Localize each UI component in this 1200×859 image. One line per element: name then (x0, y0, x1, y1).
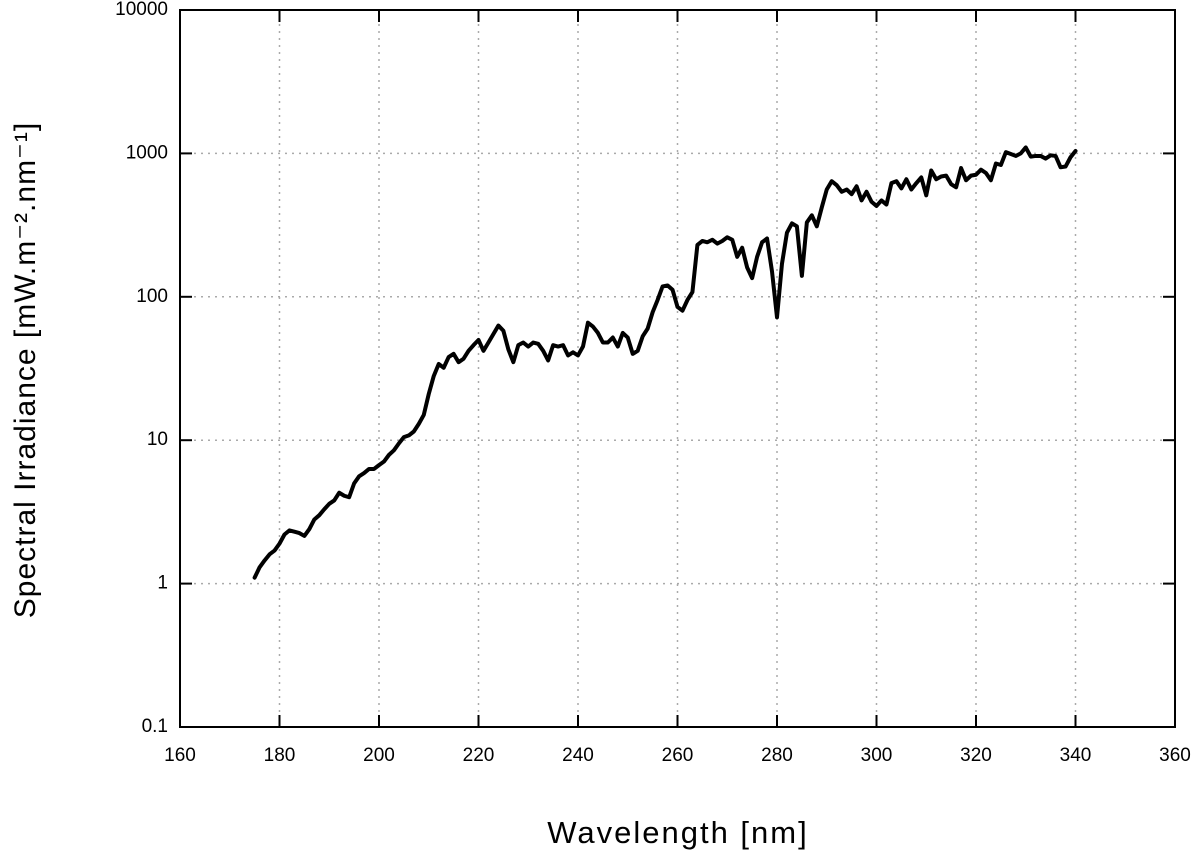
x-tick-label: 220 (463, 745, 495, 766)
y-tick-label: 0.1 (142, 716, 168, 737)
y-tick-label: 10000 (115, 0, 168, 20)
data-line (252, 145, 1078, 580)
x-tick-label: 340 (1060, 745, 1092, 766)
x-tick-label: 360 (1159, 745, 1191, 766)
plot-frame (179, 9, 1176, 728)
x-tick-label: 180 (264, 745, 296, 766)
x-tick-label: 260 (662, 745, 694, 766)
x-tick-label: 300 (861, 745, 893, 766)
x-tick-label: 240 (562, 745, 594, 766)
y-tick-label: 100 (136, 286, 168, 307)
x-axis-label: Wavelength [nm] (547, 815, 808, 850)
y-tick-label: 1 (157, 573, 168, 594)
y-axis-label: Spectral Irradiance [mW.m⁻².nm⁻¹] (9, 122, 42, 618)
x-tick-label: 200 (363, 745, 395, 766)
y-tick-label: 10 (147, 429, 168, 450)
x-tick-label: 320 (960, 745, 992, 766)
x-tick-label: 280 (761, 745, 793, 766)
x-tick-label: 160 (164, 745, 196, 766)
y-tick-label: 1000 (126, 142, 168, 163)
